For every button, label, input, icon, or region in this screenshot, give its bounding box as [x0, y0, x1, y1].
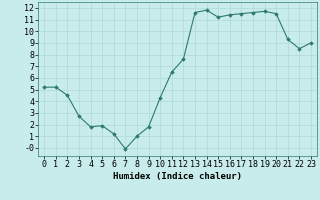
- X-axis label: Humidex (Indice chaleur): Humidex (Indice chaleur): [113, 172, 242, 181]
